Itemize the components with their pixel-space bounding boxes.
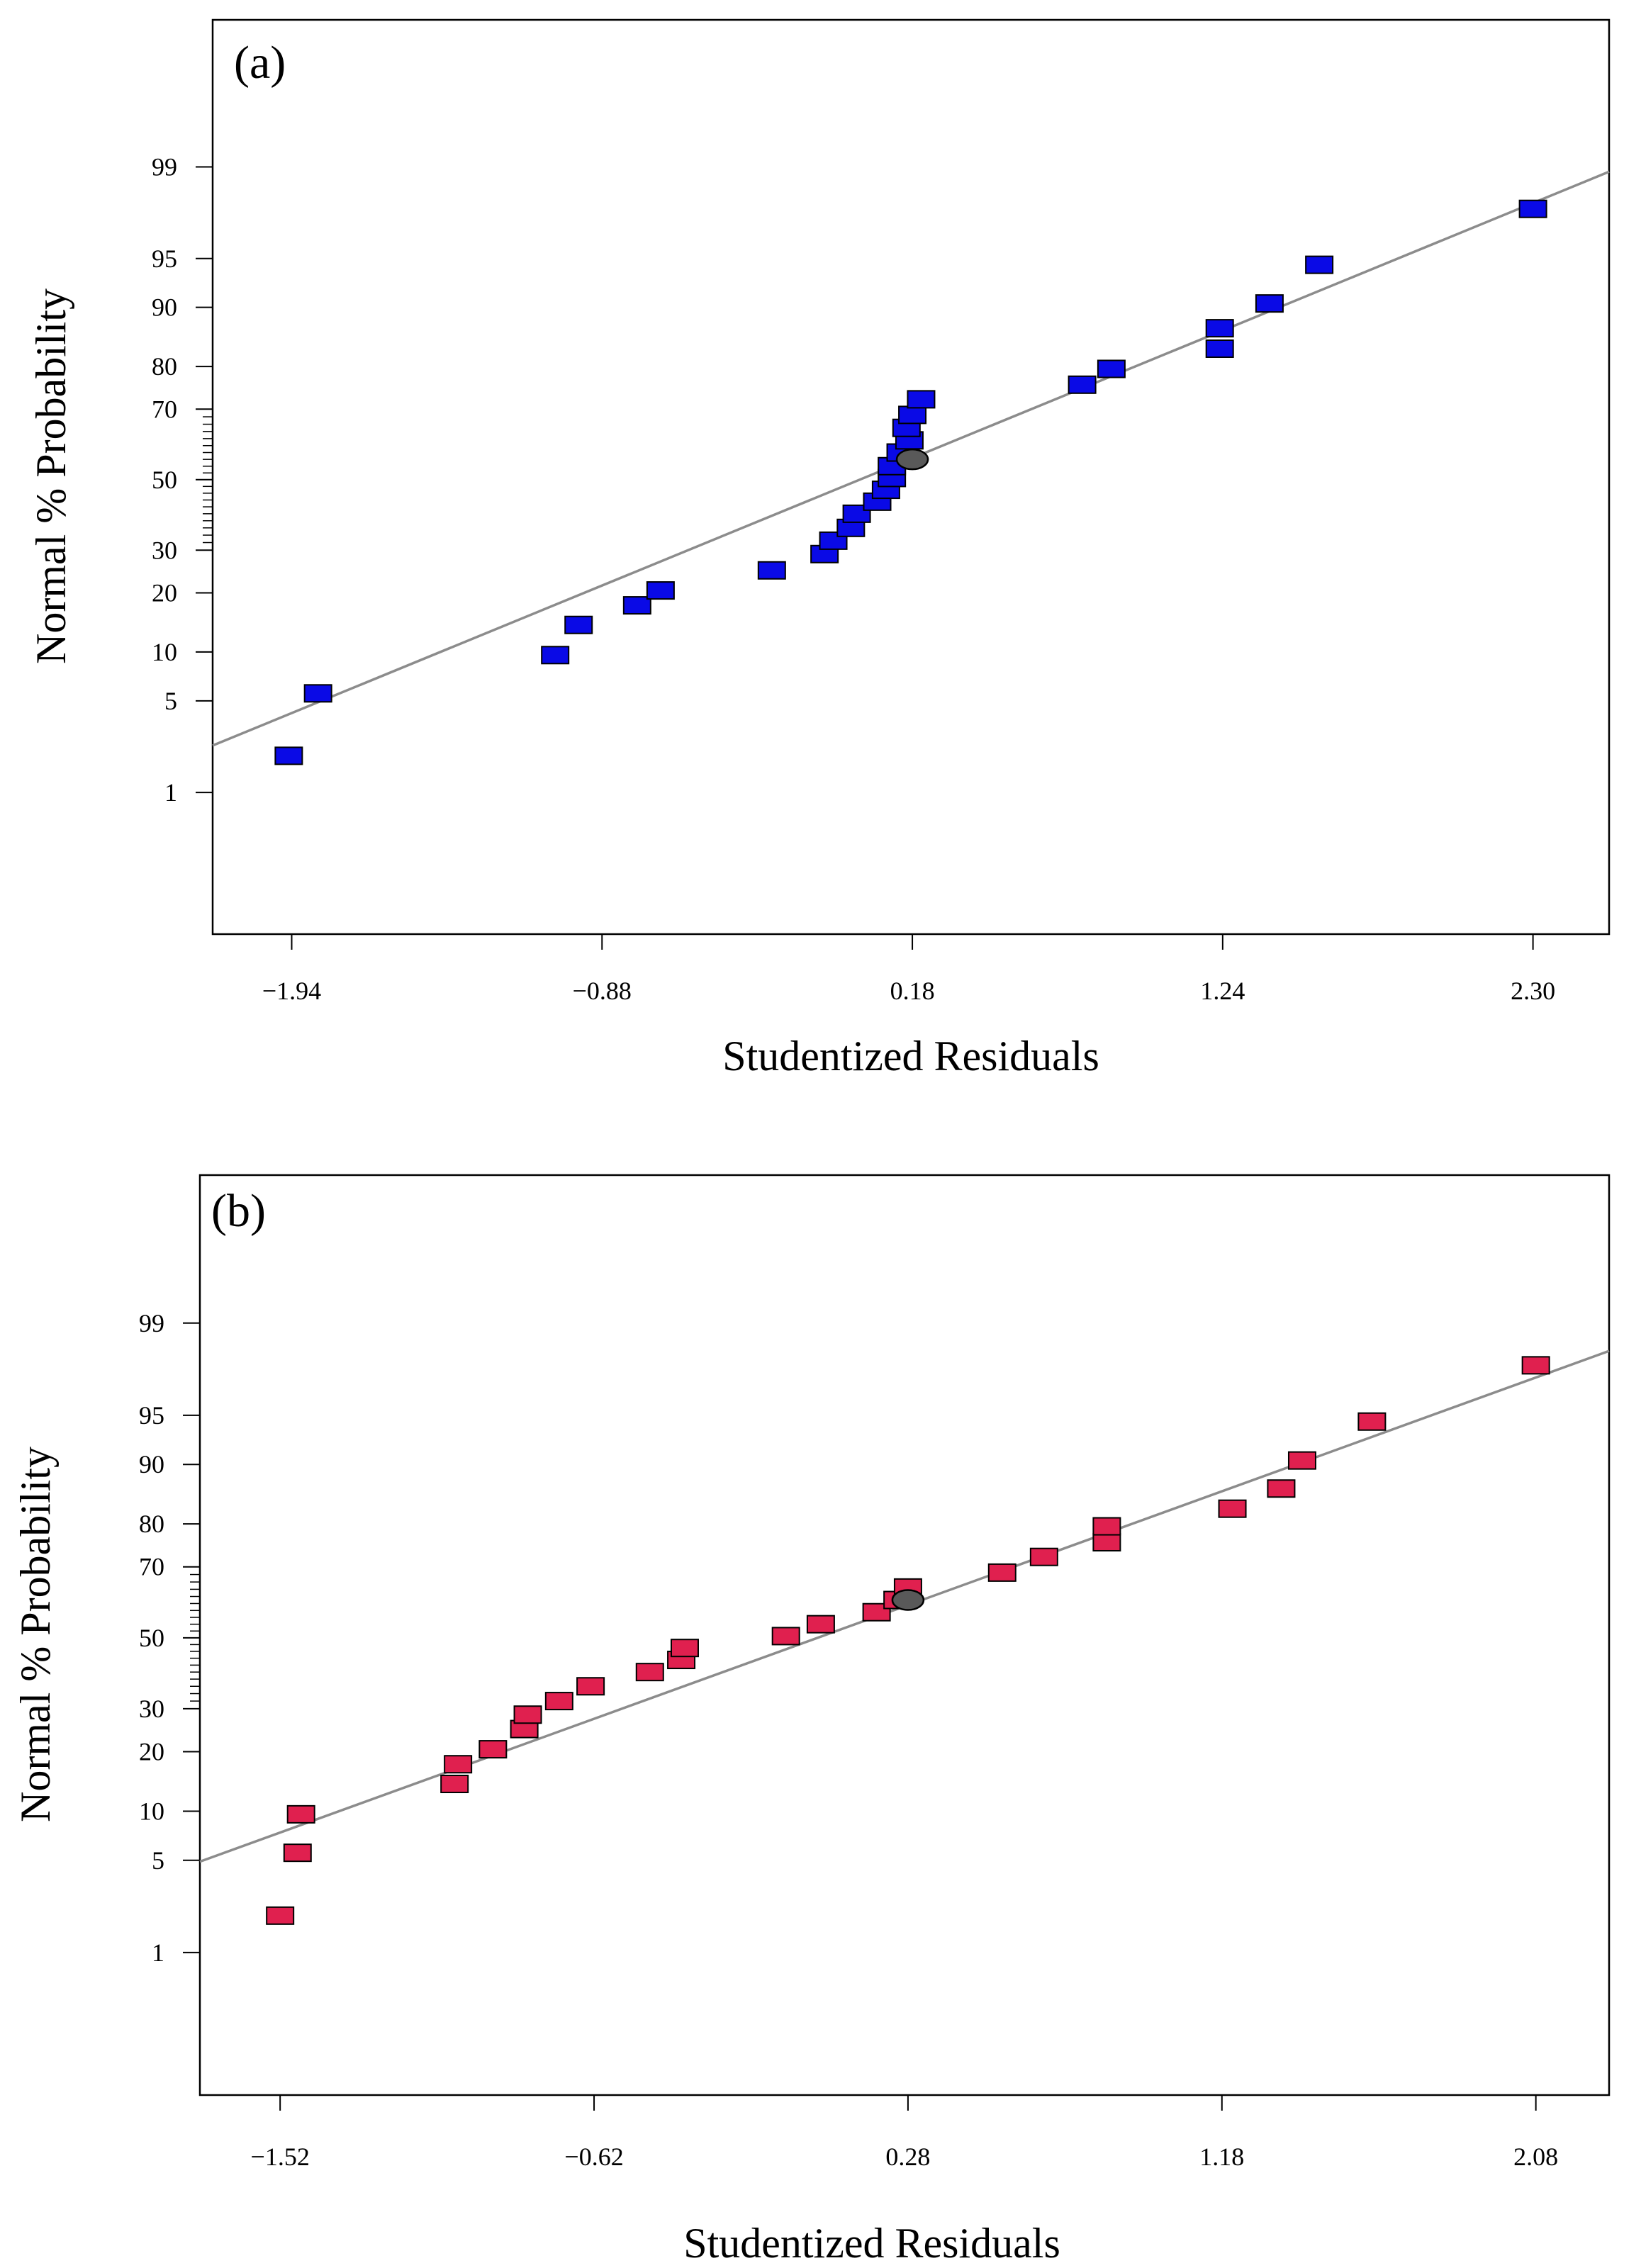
residual-point-a [1097, 359, 1126, 378]
y-tick-label-a: 90 [152, 293, 177, 322]
residual-point-b [1267, 1479, 1296, 1498]
y-tick-label-b: 30 [139, 1695, 164, 1723]
residual-point-a [1518, 199, 1547, 218]
x-tick-label-a: 2.30 [1511, 977, 1555, 1005]
residual-point-b [1029, 1547, 1058, 1566]
y-axis-title-a: Normal % Probability [28, 288, 74, 664]
residual-point-b [1357, 1412, 1387, 1431]
x-tick-label-b: 0.28 [885, 2143, 930, 2171]
y-tick-label-a: 95 [152, 245, 177, 273]
residual-point-b [1521, 1356, 1550, 1375]
residual-point-a [541, 646, 570, 665]
y-axis-title-b: Normal % Probability [12, 1447, 59, 1822]
residual-point-b [1092, 1532, 1121, 1551]
y-tick-label-a: 5 [164, 687, 177, 715]
x-tick-label-b: −1.52 [251, 2143, 310, 2171]
points-group-a [274, 199, 1547, 765]
y-tick-label-b: 80 [139, 1510, 164, 1538]
y-ticks-a: 1 5 10 20 30 50 70 80 90 95 99 [152, 152, 213, 807]
residual-point-b [806, 1615, 835, 1634]
panel-label-b: (b) [211, 1185, 266, 1237]
residual-point-b [286, 1804, 315, 1824]
residual-point-a [622, 596, 651, 615]
y-tick-label-a: 70 [152, 395, 177, 423]
residual-point-a [907, 390, 936, 409]
residual-point-b [1218, 1499, 1247, 1518]
center-point-b [891, 1589, 925, 1611]
x-tick-label-b: −0.62 [564, 2143, 623, 2171]
panel-a: (a) Studentized Residuals Normal % Proba… [28, 18, 1611, 1079]
residual-point-a [898, 405, 927, 425]
x-tick-label-a: 0.18 [890, 977, 935, 1005]
plot-frame-a [211, 18, 1611, 936]
y-tick-label-b: 5 [152, 1846, 164, 1875]
residual-point-a [1205, 339, 1234, 358]
y-tick-label-a: 20 [152, 578, 177, 607]
y-ticks-b: 1 5 10 20 30 50 70 80 90 95 99 [139, 1309, 200, 1967]
residual-point-a [1255, 294, 1284, 313]
panel-b: (b) Studentized Residuals Normal % Proba… [12, 1174, 1611, 2267]
x-tick-label-a: −1.94 [262, 977, 321, 1005]
residual-point-a [1205, 319, 1234, 338]
x-axis-title-b: Studentized Residuals [683, 2220, 1060, 2267]
x-ticks-a: −1.94 −0.88 0.18 1.24 2.30 [262, 934, 1555, 1005]
x-tick-label-b: 2.08 [1513, 2143, 1558, 2171]
x-ticks-b: −1.52 −0.62 0.28 1.18 2.08 [251, 2095, 1558, 2171]
residual-point-b [440, 1775, 469, 1794]
residual-point-b [544, 1692, 573, 1711]
residual-point-b [635, 1663, 664, 1682]
y-tick-label-b: 95 [139, 1401, 164, 1430]
residual-point-b [478, 1740, 508, 1759]
residual-point-a [1068, 375, 1097, 394]
y-tick-label-a: 80 [152, 352, 177, 381]
y-tick-label-b: 90 [139, 1450, 164, 1478]
residual-point-b [513, 1705, 542, 1724]
y-tick-label-a: 30 [152, 536, 177, 564]
residual-point-b [1092, 1517, 1121, 1536]
y-tick-label-b: 1 [152, 1938, 164, 1967]
y-tick-label-b: 50 [139, 1624, 164, 1652]
y-tick-label-a: 50 [152, 466, 177, 494]
y-tick-label-a: 10 [152, 638, 177, 666]
residual-point-b [444, 1755, 473, 1774]
residual-point-b [670, 1639, 699, 1658]
residual-point-b [1287, 1451, 1316, 1470]
y-tick-label-a: 99 [152, 152, 177, 181]
y-tick-label-b: 99 [139, 1309, 164, 1337]
x-tick-label-a: 1.24 [1200, 977, 1245, 1005]
residual-point-b [283, 1843, 312, 1863]
y-tick-label-a: 1 [164, 778, 177, 807]
residual-point-b [771, 1627, 800, 1646]
y-tick-label-b: 20 [139, 1737, 164, 1765]
residual-point-a [303, 684, 332, 703]
x-tick-label-a: −0.88 [573, 977, 632, 1005]
y-tick-label-b: 70 [139, 1553, 164, 1581]
x-axis-title-a: Studentized Residuals [722, 1033, 1099, 1079]
plot-frame-b [198, 1174, 1611, 2096]
y-tick-label-b: 10 [139, 1797, 164, 1825]
x-tick-label-b: 1.18 [1199, 2143, 1244, 2171]
center-point-a [895, 448, 929, 471]
residual-point-a [564, 615, 593, 634]
points-group-b [266, 1356, 1550, 1925]
residual-point-a [757, 561, 786, 580]
residual-point-b [576, 1677, 605, 1696]
residual-point-a [646, 581, 675, 600]
panel-label-a: (a) [234, 37, 286, 89]
residual-point-a [274, 746, 303, 765]
residual-point-a [1305, 255, 1334, 274]
residual-point-b [266, 1906, 295, 1925]
residual-point-b [987, 1563, 1016, 1582]
